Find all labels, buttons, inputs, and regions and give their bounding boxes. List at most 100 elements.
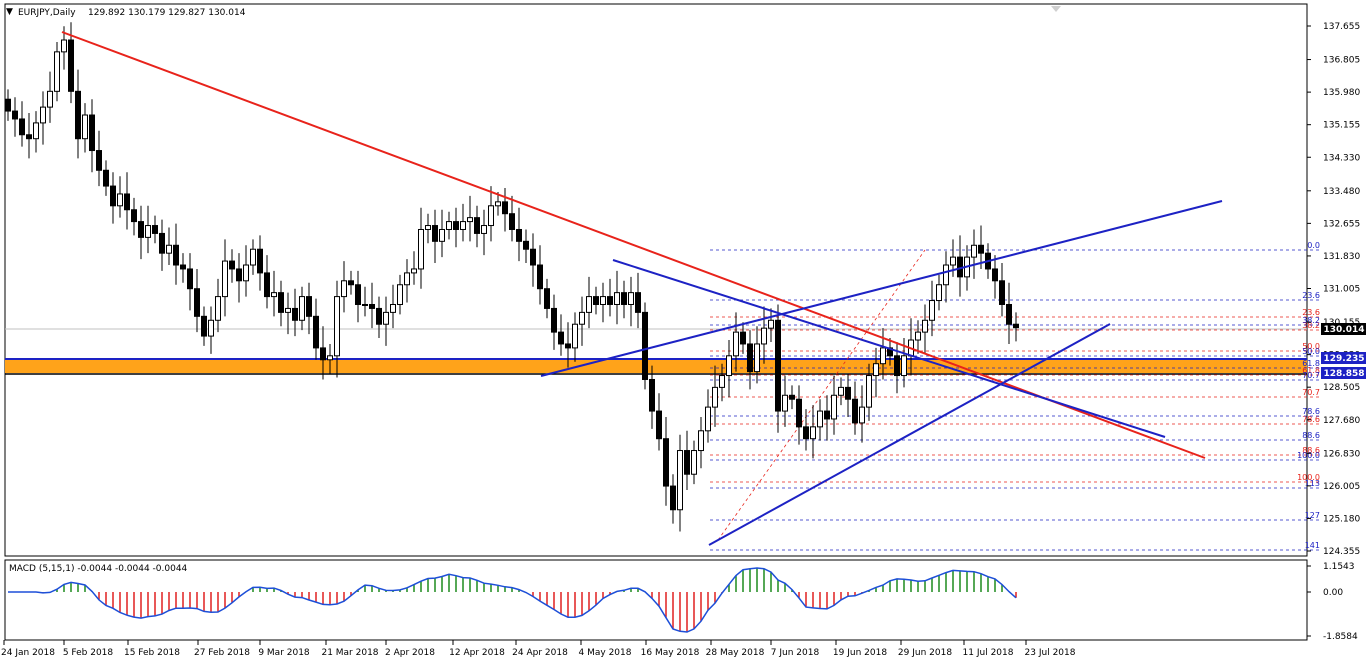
- candle-body: [320, 347, 326, 361]
- candle: [439, 209, 445, 258]
- candle-body: [817, 410, 823, 428]
- chart-symbol: EURJPY,Daily: [18, 8, 76, 18]
- candle: [880, 328, 886, 380]
- candle: [838, 377, 844, 406]
- time-axis: 24 Jan 2018 5 Feb 2018 15 Feb 2018 27 Feb 2…: [1, 640, 1076, 658]
- date-tick-label: 28 May 2018: [706, 648, 765, 658]
- candle-body: [614, 292, 620, 305]
- price-tick-label: 135.980: [1323, 88, 1360, 98]
- candle-body: [488, 205, 494, 227]
- candle-body: [530, 248, 536, 266]
- candle: [390, 284, 396, 329]
- candle: [747, 330, 753, 390]
- ohlc-readout: 129.892 130.179 129.827 130.014: [88, 8, 246, 18]
- candle-body: [544, 288, 550, 309]
- candle: [642, 302, 648, 390]
- candle-body: [411, 268, 417, 274]
- candle-body: [831, 394, 837, 420]
- candle: [789, 385, 795, 410]
- candle: [5, 89, 11, 121]
- candle-body: [33, 122, 39, 140]
- candle: [411, 251, 417, 285]
- candle-body: [950, 256, 956, 266]
- fib-red-label: 70.7: [1302, 388, 1320, 397]
- candle-body: [901, 355, 907, 377]
- date-tick-label: 15 Feb 2018: [124, 648, 180, 658]
- candle-body: [481, 225, 487, 234]
- date-tick-label: 19 Jun 2018: [833, 648, 887, 658]
- candle-body: [866, 375, 872, 408]
- candle: [89, 99, 95, 173]
- candle: [677, 434, 683, 532]
- candle-body: [474, 217, 480, 234]
- candle-body: [418, 228, 424, 270]
- price-tick-label: 132.655: [1323, 219, 1360, 229]
- candle-body: [621, 292, 627, 305]
- candle: [600, 282, 606, 323]
- price-tag-upper-text: 129.235: [1324, 354, 1365, 364]
- price-tag-lower: [1321, 367, 1366, 379]
- candle-body: [19, 118, 25, 136]
- candle-body: [775, 319, 781, 412]
- candle-body: [215, 296, 221, 321]
- candle: [341, 261, 347, 313]
- candle-body: [635, 292, 641, 313]
- price-tick-label: 126.005: [1323, 482, 1360, 492]
- symbol-menu-arrow[interactable]: ▼: [6, 7, 13, 17]
- candle: [460, 203, 466, 242]
- candle: [495, 191, 501, 216]
- date-tick-label: 27 Feb 2018: [194, 648, 250, 658]
- fib-red-label: 88.6: [1302, 446, 1320, 455]
- candle-body: [68, 39, 74, 92]
- candle-body: [852, 398, 858, 424]
- macd-tick-label: -1.8584: [1323, 632, 1358, 642]
- candle: [775, 304, 781, 433]
- candle-body: [761, 327, 767, 345]
- fib-blue-label: 141: [1305, 541, 1320, 550]
- candle: [796, 385, 802, 445]
- date-tick-label: 21 Mar 2018: [321, 648, 378, 658]
- candle-body: [712, 386, 718, 408]
- candle: [586, 276, 592, 329]
- price-tick-label: 126.830: [1323, 449, 1360, 459]
- date-tick-label: 29 Jun 2018: [898, 648, 952, 658]
- candle: [978, 225, 984, 269]
- candle: [243, 245, 249, 297]
- candle: [250, 239, 256, 275]
- candle-body: [922, 319, 928, 333]
- red-downtrend-line: [61, 31, 1206, 459]
- candle-body: [236, 268, 242, 282]
- candle: [103, 160, 109, 196]
- date-tick-label: 5 Feb 2018: [63, 648, 114, 658]
- candle: [264, 255, 270, 309]
- fib-red-label: 38.2: [1302, 321, 1320, 330]
- candle: [446, 211, 452, 240]
- candle: [971, 229, 977, 279]
- candle-body: [894, 355, 900, 377]
- candle: [537, 245, 543, 305]
- candle: [271, 270, 277, 317]
- candle-body: [810, 426, 816, 440]
- candle: [187, 253, 193, 311]
- candle: [817, 399, 823, 441]
- candle: [425, 213, 431, 244]
- candle-body: [929, 300, 935, 321]
- collapse-icon[interactable]: [1051, 6, 1061, 12]
- candle: [467, 195, 473, 242]
- candle: [614, 270, 620, 325]
- candle-body: [243, 264, 249, 282]
- candle-body: [250, 248, 256, 266]
- candle-body: [726, 355, 732, 377]
- candle: [782, 375, 788, 427]
- candle: [740, 322, 746, 354]
- candle: [873, 347, 879, 398]
- candle: [180, 253, 186, 283]
- candle-body: [502, 201, 508, 215]
- candle-body: [145, 225, 151, 238]
- candle-body: [586, 296, 592, 313]
- candle-body: [201, 315, 207, 337]
- candle: [663, 416, 669, 506]
- candle-body: [5, 98, 11, 112]
- fib-anchor-line: [717, 249, 926, 541]
